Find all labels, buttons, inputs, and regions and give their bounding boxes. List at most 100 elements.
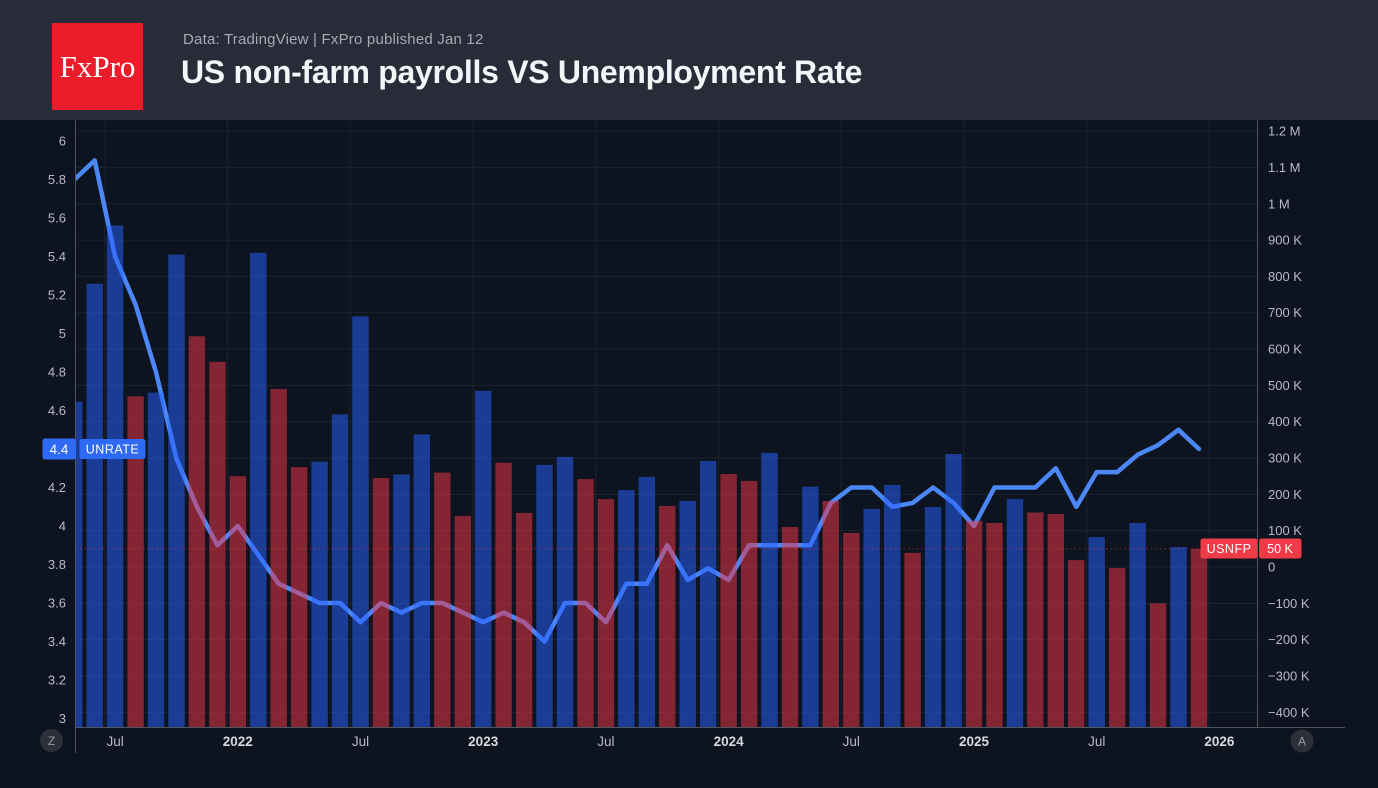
time-axis-tick[interactable]: 2024 bbox=[714, 734, 745, 749]
usnfp-column bbox=[577, 479, 594, 728]
usnfp-column bbox=[75, 401, 83, 728]
usnfp-column bbox=[106, 225, 124, 728]
right-axis-tick[interactable]: 800 K bbox=[1268, 269, 1302, 284]
unrate-value-tag-bg bbox=[42, 438, 76, 460]
usnfp-column bbox=[945, 454, 962, 728]
usnfp-column bbox=[597, 499, 615, 728]
time-axis-tick[interactable]: 2022 bbox=[223, 734, 253, 749]
time-axis-tick[interactable]: 2023 bbox=[468, 734, 499, 749]
right-axis-tick[interactable]: 100 K bbox=[1268, 523, 1302, 538]
tradingview-chart: 6 5.8 5.6 5.4 5.2 5 4.8 4.6 4.4 4.2 4 3.8 3.6 3.4 3.2 3… bbox=[40, 120, 1345, 753]
right-axis-tick[interactable]: 1.2 M bbox=[1268, 124, 1301, 139]
left-axis-tick[interactable]: 3.8 bbox=[48, 557, 66, 572]
usnfp-column bbox=[454, 516, 471, 728]
left-axis-tick[interactable]: 3.2 bbox=[48, 672, 66, 687]
left-axis-tick[interactable]: 4.2 bbox=[48, 480, 66, 495]
right-axis-tick[interactable]: 400 K bbox=[1268, 414, 1302, 429]
usnfp-column bbox=[1088, 537, 1105, 728]
left-axis-tick[interactable]: 3 bbox=[59, 711, 66, 726]
left-axis-tick[interactable]: 5 bbox=[59, 326, 66, 341]
bottom-right-badge[interactable]: A bbox=[1290, 729, 1314, 753]
usnfp-column bbox=[475, 390, 492, 728]
right-axis-tick[interactable]: −200 K bbox=[1268, 632, 1310, 647]
bottom-left-badge[interactable]: Z bbox=[40, 729, 63, 752]
time-axis-tick[interactable]: 2025 bbox=[959, 734, 990, 749]
usnfp-column bbox=[147, 392, 165, 728]
left-axis-tick[interactable]: 4.6 bbox=[48, 403, 66, 418]
right-axis-tick[interactable]: 1.1 M bbox=[1268, 160, 1301, 175]
right-axis-tick[interactable]: −300 K bbox=[1268, 668, 1310, 683]
usnfp-column bbox=[740, 480, 758, 728]
usnfp-series-tag-text: USNFP bbox=[1207, 542, 1252, 556]
right-axis-tick[interactable]: 200 K bbox=[1268, 487, 1302, 502]
right-axis-tick[interactable]: 700 K bbox=[1268, 305, 1302, 320]
right-axis-tick[interactable]: 1 M bbox=[1268, 196, 1290, 211]
right-axis-tick[interactable]: 900 K bbox=[1268, 233, 1302, 248]
usnfp-column bbox=[965, 520, 983, 728]
usnfp-value-tag-text: 50 K bbox=[1267, 542, 1293, 556]
usnfp-column bbox=[822, 500, 839, 728]
page-title: US non-farm payrolls VS Unemployment Rat… bbox=[181, 54, 863, 90]
usnfp-column bbox=[679, 500, 696, 728]
usnfp-column bbox=[761, 452, 778, 728]
time-axis-tick[interactable]: 2026 bbox=[1204, 734, 1235, 749]
left-axis-tick[interactable]: 4 bbox=[59, 519, 66, 534]
right-axis-tick-labels[interactable]: 1.2 M 1.1 M 1 M 900 K 800 K 700 K 600 K 500 K 40… bbox=[1268, 124, 1310, 720]
usnfp-column-series bbox=[75, 225, 1208, 728]
left-axis-tick-labels[interactable]: 6 5.8 5.6 5.4 5.2 5 4.8 4.6 4.4 4.2 4 3.8 3.6 3.4 3.2 3 bbox=[48, 134, 66, 726]
time-axis-tick[interactable]: Jul bbox=[352, 734, 369, 749]
usnfp-column bbox=[434, 472, 451, 728]
usnfp-column bbox=[986, 523, 1003, 728]
usnfp-column bbox=[1129, 523, 1146, 728]
left-axis-tick[interactable]: 6 bbox=[59, 134, 66, 149]
usnfp-column bbox=[250, 252, 267, 728]
usnfp-column bbox=[863, 508, 880, 728]
right-axis-tick[interactable]: 600 K bbox=[1268, 342, 1302, 357]
usnfp-price-tag: USNFP 50 K bbox=[1200, 538, 1302, 559]
usnfp-column bbox=[209, 361, 226, 728]
usnfp-column bbox=[331, 414, 349, 728]
usnfp-column bbox=[393, 474, 410, 728]
usnfp-column bbox=[1006, 499, 1024, 728]
left-axis-tick[interactable]: 3.4 bbox=[48, 634, 66, 649]
usnfp-column bbox=[86, 283, 103, 728]
usnfp-column bbox=[1190, 548, 1208, 728]
time-axis-tick[interactable]: Jul bbox=[843, 734, 860, 749]
usnfp-column bbox=[884, 484, 901, 728]
left-axis-tick[interactable]: 4.8 bbox=[48, 365, 66, 380]
time-axis-tick[interactable]: Jul bbox=[106, 734, 123, 749]
usnfp-column bbox=[802, 486, 819, 728]
usnfp-column bbox=[659, 506, 676, 728]
right-axis-tick[interactable]: 300 K bbox=[1268, 451, 1302, 466]
time-axis-tick[interactable]: Jul bbox=[597, 734, 614, 749]
time-axis-tick[interactable]: Jul bbox=[1088, 734, 1105, 749]
badge-z-circle[interactable] bbox=[40, 729, 63, 752]
usnfp-column bbox=[1109, 568, 1126, 728]
axis-lines bbox=[75, 120, 1345, 753]
right-axis-tick[interactable]: 500 K bbox=[1268, 378, 1302, 393]
badge-a-circle[interactable] bbox=[1290, 729, 1314, 753]
usnfp-column bbox=[1068, 560, 1085, 728]
right-axis-tick[interactable]: −100 K bbox=[1268, 596, 1310, 611]
chart-source-caption: Data: TradingView | FxPro published Jan … bbox=[183, 31, 484, 48]
usnfp-column bbox=[168, 254, 185, 728]
left-axis-tick[interactable]: 5.4 bbox=[48, 249, 66, 264]
fxpro-logo-text: FxPro bbox=[59, 48, 136, 84]
unrate-price-tag: 4.4 UNRATE bbox=[42, 438, 146, 460]
left-axis-tick[interactable]: 5.2 bbox=[48, 288, 66, 303]
usnfp-column bbox=[352, 316, 369, 728]
left-axis-tick[interactable]: 5.6 bbox=[48, 211, 66, 226]
right-axis-tick[interactable]: −400 K bbox=[1268, 705, 1310, 720]
fxpro-logo: FxPro bbox=[52, 23, 143, 110]
usnfp-column bbox=[699, 460, 717, 728]
left-axis-tick[interactable]: 3.6 bbox=[48, 595, 66, 610]
usnfp-column bbox=[495, 462, 512, 728]
left-axis-tick[interactable]: 5.8 bbox=[48, 172, 66, 187]
badge-a-text: A bbox=[1298, 735, 1306, 749]
usnfp-column bbox=[1047, 514, 1064, 728]
usnfp-column bbox=[924, 507, 942, 728]
unrate-series-tag-text: UNRATE bbox=[86, 443, 139, 457]
time-axis-labels[interactable]: Jul 2022 Jul 2023 Jul 2024 Jul 2025 Jul 2026 bbox=[106, 734, 1234, 749]
right-axis-tick[interactable]: 0 bbox=[1268, 560, 1275, 575]
